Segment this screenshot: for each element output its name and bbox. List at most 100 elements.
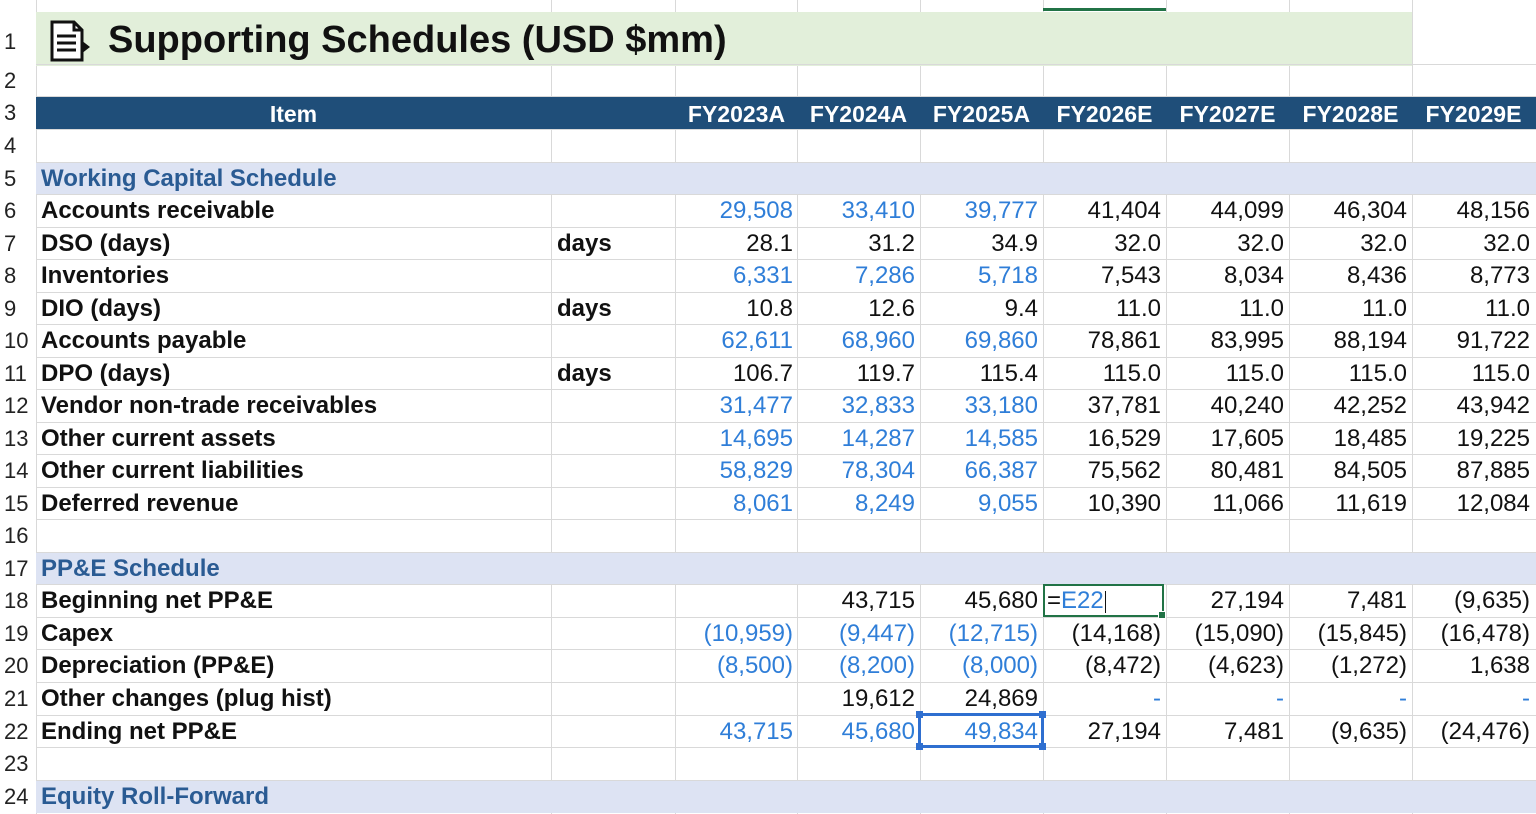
row-label[interactable]: DPO (days) — [41, 360, 171, 387]
header-year[interactable]: FY2027E — [1179, 101, 1276, 127]
row-label[interactable]: DIO (days) — [41, 295, 162, 322]
header-year[interactable]: FY2026E — [1056, 101, 1153, 127]
row-header[interactable]: 7 — [4, 231, 17, 256]
table-cell[interactable]: 37,781 — [1087, 392, 1161, 419]
row-header[interactable]: 6 — [4, 198, 17, 223]
table-cell[interactable]: 11.0 — [1116, 295, 1161, 322]
row-unit[interactable]: days — [557, 230, 612, 257]
table-cell[interactable]: 14,585 — [964, 425, 1038, 452]
row-label[interactable]: Deferred revenue — [41, 490, 239, 517]
row-header[interactable]: 16 — [4, 523, 29, 548]
table-cell[interactable]: 66,387 — [964, 457, 1038, 484]
header-item[interactable]: Item — [269, 101, 318, 127]
header-year[interactable]: FY2023A — [687, 101, 786, 127]
table-cell[interactable]: 7,543 — [1100, 262, 1161, 289]
row-label[interactable]: Ending net PP&E — [41, 718, 238, 745]
table-cell[interactable]: (10,959) — [703, 620, 793, 647]
table-cell[interactable]: 19,612 — [841, 685, 915, 712]
table-cell[interactable]: 48,156 — [1456, 197, 1530, 224]
row-header[interactable]: 8 — [4, 263, 17, 288]
table-cell[interactable]: (1,272) — [1330, 652, 1407, 679]
table-cell[interactable]: 11.0 — [1362, 295, 1407, 322]
row-header[interactable]: 2 — [4, 68, 17, 93]
table-cell[interactable]: 7,481 — [1346, 587, 1407, 614]
row-label[interactable]: Other current liabilities — [41, 457, 304, 484]
table-cell[interactable]: (8,000) — [961, 652, 1038, 679]
table-cell[interactable]: 32.0 — [1360, 230, 1407, 257]
fill-handle[interactable] — [1158, 611, 1166, 619]
table-cell[interactable]: 8,034 — [1223, 262, 1284, 289]
table-cell[interactable]: 12,084 — [1456, 490, 1530, 517]
table-cell[interactable]: - — [1399, 685, 1407, 712]
table-cell[interactable]: 27,194 — [1087, 718, 1161, 745]
table-cell[interactable]: (15,845) — [1317, 620, 1407, 647]
table-cell[interactable]: 41,404 — [1087, 197, 1161, 224]
table-cell[interactable]: 10.8 — [746, 295, 793, 322]
table-cell[interactable]: (8,472) — [1084, 652, 1161, 679]
table-cell[interactable]: 9.4 — [1004, 295, 1038, 322]
table-cell[interactable]: 39,777 — [964, 197, 1038, 224]
table-cell[interactable]: 14,287 — [841, 425, 915, 452]
row-header[interactable]: 11 — [4, 361, 27, 386]
row-label[interactable]: Inventories — [41, 262, 170, 289]
row-header[interactable]: 19 — [4, 621, 29, 646]
table-cell[interactable]: 87,885 — [1456, 457, 1530, 484]
row-header[interactable]: 21 — [4, 686, 29, 711]
table-cell[interactable]: 10,390 — [1087, 490, 1161, 517]
table-cell[interactable]: 5,718 — [977, 262, 1038, 289]
table-cell[interactable]: 119.7 — [856, 360, 915, 387]
row-label[interactable]: Beginning net PP&E — [41, 587, 274, 614]
table-cell[interactable]: 29,508 — [719, 197, 793, 224]
row-label[interactable]: Accounts payable — [41, 327, 247, 354]
table-cell[interactable]: (14,168) — [1071, 620, 1161, 647]
header-year[interactable]: FY2024A — [809, 101, 908, 127]
row-header[interactable]: 1 — [4, 29, 17, 54]
row-label[interactable]: Capex — [41, 620, 114, 647]
table-cell[interactable]: 80,481 — [1210, 457, 1284, 484]
table-cell[interactable]: (9,447) — [838, 620, 915, 647]
table-cell[interactable]: 8,249 — [854, 490, 915, 517]
row-header[interactable]: 20 — [4, 653, 29, 678]
header-year[interactable]: FY2028E — [1302, 101, 1399, 127]
table-cell[interactable]: 43,715 — [841, 587, 915, 614]
row-label[interactable]: Other current assets — [41, 425, 276, 452]
table-cell[interactable]: (9,635) — [1330, 718, 1407, 745]
row-header[interactable]: 14 — [4, 458, 29, 483]
table-cell[interactable]: (15,090) — [1194, 620, 1284, 647]
table-cell[interactable]: 68,960 — [841, 327, 915, 354]
table-cell[interactable]: 27,194 — [1210, 587, 1284, 614]
table-cell[interactable]: 28.1 — [746, 230, 793, 257]
section-equity[interactable]: Equity Roll-Forward — [41, 783, 269, 810]
row-header[interactable]: 15 — [4, 491, 29, 516]
table-cell[interactable]: (16,478) — [1440, 620, 1530, 647]
table-cell[interactable]: 43,715 — [719, 718, 793, 745]
table-cell[interactable]: 14,695 — [719, 425, 793, 452]
table-cell[interactable]: 46,304 — [1333, 197, 1407, 224]
table-cell[interactable]: 6,331 — [732, 262, 793, 289]
table-cell[interactable]: - — [1153, 685, 1161, 712]
table-cell[interactable]: 31.2 — [868, 230, 915, 257]
table-cell[interactable]: 32.0 — [1114, 230, 1161, 257]
table-cell[interactable]: 32.0 — [1483, 230, 1530, 257]
table-cell[interactable]: 11,619 — [1335, 490, 1407, 517]
table-cell[interactable]: - — [1522, 685, 1530, 712]
row-header[interactable]: 13 — [4, 426, 29, 451]
table-cell[interactable]: 18,485 — [1333, 425, 1407, 452]
row-header[interactable]: 5 — [4, 166, 17, 191]
row-header[interactable]: 17 — [4, 556, 29, 581]
row-unit[interactable]: days — [557, 360, 612, 387]
table-cell[interactable]: 33,410 — [841, 197, 915, 224]
row-label[interactable]: Depreciation (PP&E) — [41, 652, 275, 679]
table-cell[interactable]: 8,773 — [1469, 262, 1530, 289]
table-cell[interactable]: 62,611 — [721, 327, 793, 354]
table-cell[interactable]: (4,623) — [1207, 652, 1284, 679]
table-cell[interactable]: 83,995 — [1210, 327, 1284, 354]
table-cell[interactable]: - — [1276, 685, 1284, 712]
table-cell[interactable]: 115.0 — [1225, 360, 1284, 387]
table-cell[interactable]: 40,240 — [1210, 392, 1284, 419]
table-cell[interactable]: 45,680 — [841, 718, 915, 745]
row-header[interactable]: 9 — [4, 296, 17, 321]
table-cell[interactable]: 19,225 — [1456, 425, 1530, 452]
table-cell[interactable]: 11.0 — [1485, 295, 1530, 322]
active-cell-editor[interactable] — [1043, 584, 1166, 619]
